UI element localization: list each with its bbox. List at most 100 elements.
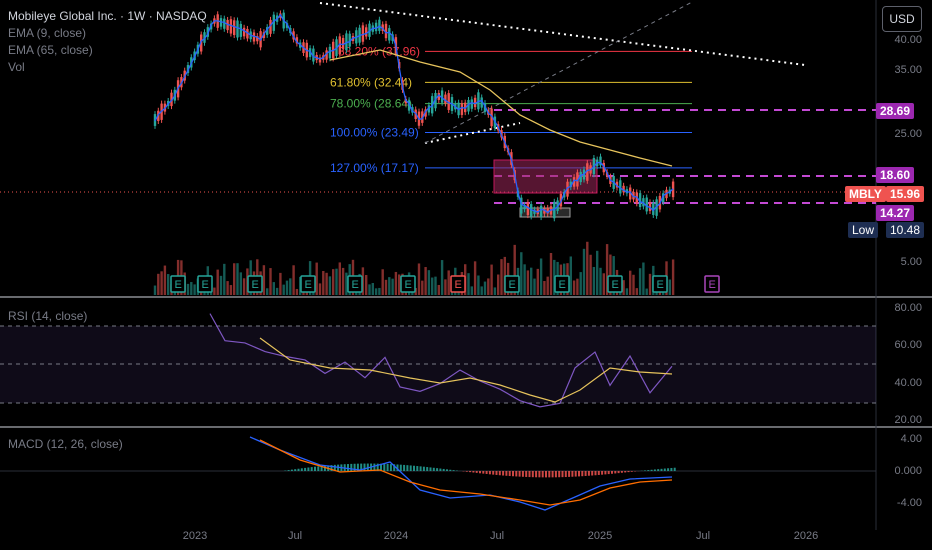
volume-bar xyxy=(592,266,596,295)
ticker-tag: MBLY xyxy=(845,186,886,202)
volume-bar xyxy=(338,262,341,295)
time-tick: Jul xyxy=(695,530,711,542)
candle-body xyxy=(470,99,473,109)
volume-bar xyxy=(480,286,483,295)
macd-histogram-bar xyxy=(650,469,653,471)
candle-body xyxy=(384,23,388,39)
macd-histogram-bar xyxy=(564,471,567,478)
volume-bar xyxy=(622,280,625,295)
volume-bar xyxy=(487,278,490,295)
currency-button[interactable]: USD xyxy=(882,6,922,32)
volume-bar xyxy=(579,272,582,295)
candle-body xyxy=(645,197,648,212)
macd-histogram-bar xyxy=(429,467,432,471)
candle-body xyxy=(523,205,526,210)
rsi-tick: 60.00 xyxy=(894,339,922,351)
macd-histogram-bar xyxy=(601,471,604,475)
volume-bar xyxy=(282,284,285,295)
last-price-tag: 15.96 xyxy=(886,186,925,202)
volume-bar xyxy=(167,274,170,295)
earnings-marker-label: E xyxy=(202,279,209,291)
rsi-pane[interactable] xyxy=(0,313,876,408)
time-tick: 2023 xyxy=(182,530,208,542)
macd-histogram-bar xyxy=(571,471,574,477)
indicator-ema-fast[interactable]: EMA (9, close) xyxy=(8,26,87,40)
macd-histogram-bar xyxy=(591,471,594,476)
volume-bar xyxy=(536,268,539,295)
volume-bar xyxy=(223,263,226,295)
macd-histogram-bar xyxy=(347,464,349,471)
candle-body xyxy=(569,181,572,188)
candle-body xyxy=(200,34,203,52)
volume-bar xyxy=(190,282,193,295)
rsi-ma-line xyxy=(259,337,673,403)
candle-body xyxy=(629,187,632,200)
price-tick: 5.00 xyxy=(900,256,922,268)
volume-bar xyxy=(440,260,444,295)
volume-bar xyxy=(671,259,675,295)
volume-bar xyxy=(473,261,477,295)
symbol-title[interactable]: Mobileye Global Inc. · 1W · NASDAQ xyxy=(8,9,207,23)
macd-histogram-bar xyxy=(475,471,478,473)
macd-histogram-bar xyxy=(422,466,425,471)
macd-pane[interactable] xyxy=(0,436,876,511)
earnings-marker-label: E xyxy=(612,279,619,291)
macd-histogram-bar xyxy=(647,470,650,471)
macd-histogram-bar xyxy=(406,465,409,471)
macd-histogram-bar xyxy=(498,471,501,476)
macd-histogram-bar xyxy=(413,465,415,471)
macd-histogram-bar xyxy=(574,471,577,477)
indicator-volume[interactable]: Vol xyxy=(8,60,25,74)
volume-bar xyxy=(602,273,605,295)
macd-histogram-bar xyxy=(528,471,531,478)
macd-histogram-bar xyxy=(620,471,623,473)
volume-bar xyxy=(447,270,450,295)
macd-histogram-bar xyxy=(419,466,422,471)
candle-body xyxy=(407,100,411,111)
rsi-legend[interactable]: RSI (14, close) xyxy=(8,309,88,323)
macd-histogram-bar xyxy=(416,466,419,471)
macd-histogram-bar xyxy=(383,463,386,471)
candle-body xyxy=(223,18,226,29)
macd-histogram-bar xyxy=(472,471,475,473)
macd-histogram-bar xyxy=(317,466,320,471)
macd-line xyxy=(249,436,673,511)
volume-bar xyxy=(295,288,299,295)
volume-bar xyxy=(629,270,632,295)
candle-body xyxy=(586,163,589,181)
earnings-marker xyxy=(347,275,363,293)
candle-body xyxy=(256,36,259,42)
macd-legend[interactable]: MACD (12, 26, close) xyxy=(8,437,123,451)
main-price-pane[interactable]: 38.20% (37.96)61.80% (32.44)78.00% (28.6… xyxy=(0,0,932,530)
candle-body xyxy=(292,31,295,40)
macd-histogram-bar xyxy=(469,471,472,473)
macd-histogram-bar xyxy=(333,464,336,471)
volume-bar xyxy=(299,276,302,295)
candle-body xyxy=(576,172,579,187)
volume-bar xyxy=(642,262,645,295)
volume-bar xyxy=(497,274,500,295)
volume-bar xyxy=(483,281,487,295)
volume-bar xyxy=(384,279,388,295)
macd-histogram-bar xyxy=(644,470,646,471)
trend-line-diagonal xyxy=(424,1,693,144)
indicator-ema-slow[interactable]: EMA (65, close) xyxy=(8,43,93,57)
volume-bar xyxy=(546,276,549,295)
macd-histogram-bar xyxy=(531,471,534,478)
candle-body xyxy=(539,205,543,218)
volume-bar xyxy=(262,265,266,295)
volume-bar xyxy=(645,288,648,295)
earnings-marker xyxy=(247,275,263,293)
macd-histogram-bar xyxy=(581,471,584,477)
level-tag: 14.27 xyxy=(876,205,915,221)
macd-histogram-bar xyxy=(446,469,448,471)
candle-body xyxy=(272,14,275,31)
candle-body xyxy=(526,202,530,216)
volume-bar xyxy=(153,285,157,295)
candle-body xyxy=(368,23,371,37)
candle-body xyxy=(233,20,236,36)
macd-histogram-bar xyxy=(505,471,508,476)
candle-body xyxy=(388,28,391,41)
macd-tick: 0.000 xyxy=(894,465,922,477)
